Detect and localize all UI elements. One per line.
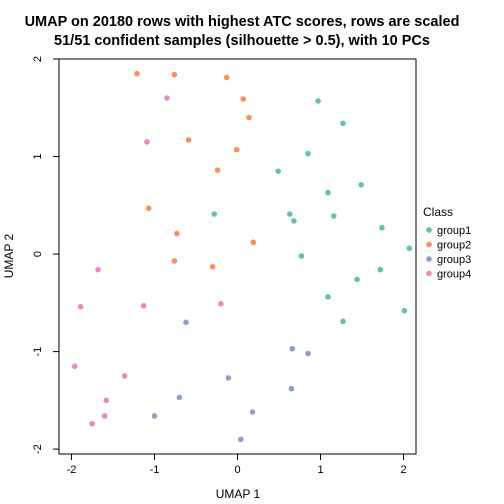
point-group3 (249, 409, 256, 415)
point-group1 (305, 150, 311, 157)
point-group4 (140, 302, 147, 309)
legend-label-group4: group4 (437, 269, 471, 281)
point-group1 (291, 218, 297, 224)
point-group1 (406, 245, 413, 252)
point-group3 (288, 385, 295, 392)
point-group2 (145, 205, 152, 212)
point-group2 (250, 239, 257, 246)
point-group3 (289, 345, 296, 352)
point-group4 (218, 301, 224, 307)
point-group2 (209, 263, 216, 270)
point-group1 (379, 224, 385, 231)
point-group2 (240, 96, 247, 102)
point-group2 (171, 258, 178, 264)
plot-frame (58, 58, 417, 455)
point-group4 (89, 420, 96, 427)
x-tick-label: 1 (317, 464, 323, 476)
point-group4 (77, 303, 84, 310)
data-points (71, 70, 413, 443)
chart-title: UMAP on 20180 rows with highest ATC scor… (25, 14, 460, 30)
point-group1 (211, 211, 218, 217)
point-group1 (298, 253, 305, 259)
point-group1 (377, 266, 384, 273)
x-tick-label: 2 (400, 464, 406, 476)
point-group1 (401, 307, 408, 314)
x-axis-label: UMAP 1 (216, 487, 261, 501)
x-tick-label: -1 (150, 464, 160, 476)
x-tick-label: -2 (67, 464, 77, 476)
point-group1 (358, 182, 365, 188)
point-group3 (238, 436, 244, 443)
point-group1 (287, 211, 293, 217)
point-group1 (325, 189, 331, 196)
point-group4 (144, 139, 150, 145)
point-group4 (164, 95, 170, 101)
legend-label-group3: group3 (437, 254, 471, 266)
legend-label-group2: group2 (437, 240, 471, 252)
point-group1 (325, 294, 331, 300)
point-group2 (185, 137, 192, 143)
legend-label-group1: group1 (437, 225, 471, 237)
y-tick-label: 1 (32, 153, 44, 159)
point-group4 (71, 363, 78, 370)
chart-subtitle: 51/51 confident samples (silhouette > 0.… (54, 33, 430, 49)
point-group1 (331, 213, 337, 219)
legend-marker-group4 (426, 270, 432, 277)
point-group2 (171, 71, 178, 78)
y-tick-label: 0 (32, 251, 44, 257)
point-group3 (305, 350, 311, 357)
point-group1 (275, 168, 281, 174)
point-group2 (223, 74, 230, 81)
y-tick-label: -1 (32, 347, 44, 357)
legend-marker-group1 (426, 227, 432, 233)
point-group1 (340, 318, 346, 325)
y-tick-label: 2 (32, 56, 44, 62)
x-axis: -2 -1 0 1 2 (67, 454, 407, 476)
point-group3 (151, 413, 158, 419)
point-group2 (233, 146, 240, 153)
point-group4 (103, 397, 110, 404)
point-group3 (176, 394, 183, 401)
point-group4 (95, 266, 101, 273)
point-group1 (315, 98, 321, 104)
point-group4 (101, 413, 108, 419)
point-group2 (246, 114, 252, 121)
point-group1 (340, 120, 346, 127)
y-axis-label: UMAP 2 (2, 233, 16, 278)
legend-marker-group3 (426, 256, 432, 262)
point-group2 (214, 167, 221, 173)
point-group2 (134, 70, 140, 77)
point-group2 (174, 230, 180, 237)
point-group3 (183, 319, 189, 326)
legend: Class group1 group2 group3 group4 (423, 205, 471, 281)
y-tick-label: -2 (32, 444, 44, 454)
point-group1 (354, 276, 360, 283)
legend-marker-group2 (426, 241, 432, 248)
x-tick-label: 0 (234, 464, 240, 476)
y-axis: -2 -1 0 1 2 (32, 56, 59, 454)
point-group4 (121, 373, 128, 379)
point-group3 (225, 375, 232, 381)
legend-title: Class (423, 205, 453, 219)
